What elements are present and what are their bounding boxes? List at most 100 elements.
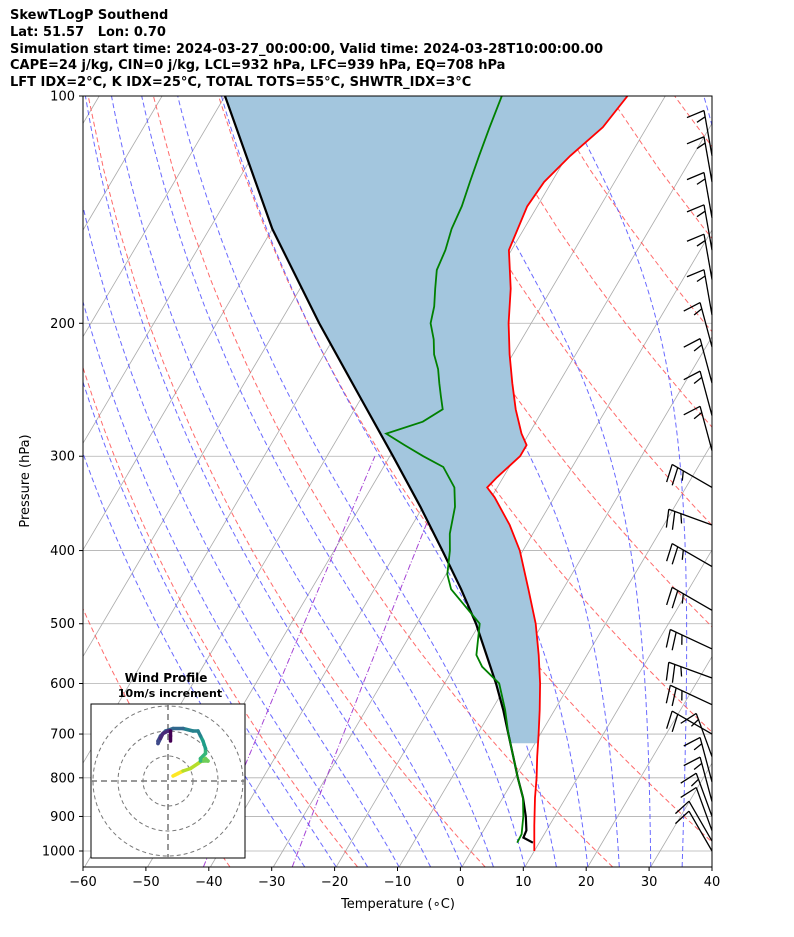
y-tick-label: 100: [50, 90, 75, 105]
isotherm-line: [83, 96, 289, 445]
x-tick-label: 10: [515, 875, 532, 890]
wind-barb: [680, 712, 713, 757]
barb-flag: [680, 712, 697, 724]
isotherm-line: [398, 335, 712, 867]
wind-barb: [674, 810, 713, 852]
barb-staff: [695, 713, 713, 757]
wind-barb: [686, 109, 713, 156]
barb-flag: [671, 714, 679, 733]
isotherm-line: [272, 122, 712, 867]
barb-flag: [683, 736, 701, 747]
barb-flag: [693, 762, 703, 771]
hodograph-subtitle: 10m/s increment: [118, 687, 222, 700]
barb-flag: [686, 204, 705, 213]
moist-adiabat: [83, 204, 400, 867]
barb-staff: [703, 172, 713, 218]
moist-adiabat: [275, 96, 589, 867]
barb-staff: [670, 684, 713, 706]
barb-flag: [686, 171, 705, 181]
moist-adiabat: [438, 96, 652, 867]
barb-flag: [693, 743, 703, 751]
barb-flag: [671, 687, 677, 707]
wind-barb: [665, 628, 713, 651]
barb-flag: [680, 666, 683, 677]
barb-flag: [680, 772, 697, 784]
wind-barb: [683, 736, 713, 783]
isotherm-line: [777, 96, 794, 867]
wind-barb: [680, 786, 713, 831]
location-line: Lat: 51.57 Lon: 0.70: [10, 24, 166, 40]
y-tick-label: 900: [50, 810, 75, 825]
barb-flag: [696, 239, 706, 247]
moist-adiabat: [84, 96, 432, 867]
wind-barb: [686, 171, 713, 218]
barb-flag: [683, 370, 701, 381]
dry-adiabat: [413, 96, 712, 526]
moist-adiabat: [83, 451, 306, 867]
barb-staff: [703, 269, 713, 316]
y-tick-label: 500: [50, 617, 75, 632]
y-tick-label: 200: [50, 317, 75, 332]
x-tick-label: −50: [132, 875, 159, 890]
barb-flag: [666, 464, 673, 483]
barb-staff: [703, 234, 713, 280]
barb-flag: [683, 756, 701, 767]
barb-staff: [695, 787, 713, 831]
barb-staff: [668, 661, 713, 679]
barb-flag: [671, 632, 677, 651]
barb-staff: [699, 338, 713, 384]
barb-flag: [683, 338, 701, 348]
barb-staff: [671, 586, 713, 611]
barb-flag: [693, 344, 703, 352]
wind-barb: [683, 756, 713, 802]
barb-flag: [680, 513, 683, 524]
isotherm-line: [83, 96, 163, 231]
barb-flag: [666, 587, 673, 606]
hodograph-inset: Wind Profile 10m/s increment: [90, 671, 246, 859]
wind-barb: [665, 684, 713, 707]
x-tick-label: −40: [195, 875, 222, 890]
dry-adiabat: [740, 96, 794, 867]
barb-flag: [681, 470, 684, 481]
barb-flag: [693, 308, 703, 316]
isotherm-line: [524, 549, 712, 867]
dry-adiabat: [87, 96, 486, 867]
barb-staff: [703, 204, 713, 251]
barb-flag: [680, 786, 697, 798]
barb-staff: [703, 110, 713, 156]
barb-flag: [696, 142, 706, 150]
barb-flag: [690, 778, 699, 787]
barb-flag: [696, 116, 706, 123]
hodograph-ring: [117, 730, 219, 832]
moist-adiabat: [83, 300, 369, 867]
wind-barb: [686, 136, 713, 183]
index-line: LFT IDX=2°C, K IDX=25°C, TOTAL TOTS=55°C…: [10, 75, 472, 91]
x-tick-label: −30: [258, 875, 285, 890]
moist-adiabat: [220, 96, 557, 867]
x-tick-label: −60: [69, 875, 96, 890]
y-axis-label: Pressure (hPa): [18, 434, 33, 527]
x-tick-label: 20: [578, 875, 595, 890]
barb-flag: [671, 590, 679, 609]
barb-flag: [671, 546, 679, 565]
y-tick-label: 400: [50, 544, 75, 559]
barb-staff: [699, 756, 713, 802]
barb-flag: [681, 593, 684, 604]
chart-title: SkewTLogP Southend: [10, 8, 169, 23]
isotherm-line: [714, 96, 794, 867]
barb-staff: [688, 800, 713, 842]
parcel-profile-line: [223, 96, 534, 844]
wind-barb: [666, 586, 713, 611]
barb-flag: [671, 664, 676, 683]
y-tick-label: 600: [50, 677, 75, 692]
wind-barb: [683, 301, 713, 348]
barb-flag: [693, 411, 703, 420]
barb-flag: [683, 405, 701, 416]
wind-barb: [686, 204, 713, 251]
barb-flag: [671, 467, 679, 486]
y-tick-label: 300: [50, 450, 75, 465]
barb-flag: [665, 685, 671, 704]
wind-barb: [680, 772, 713, 817]
barb-flag: [696, 178, 706, 185]
wind-barb: [683, 370, 713, 416]
